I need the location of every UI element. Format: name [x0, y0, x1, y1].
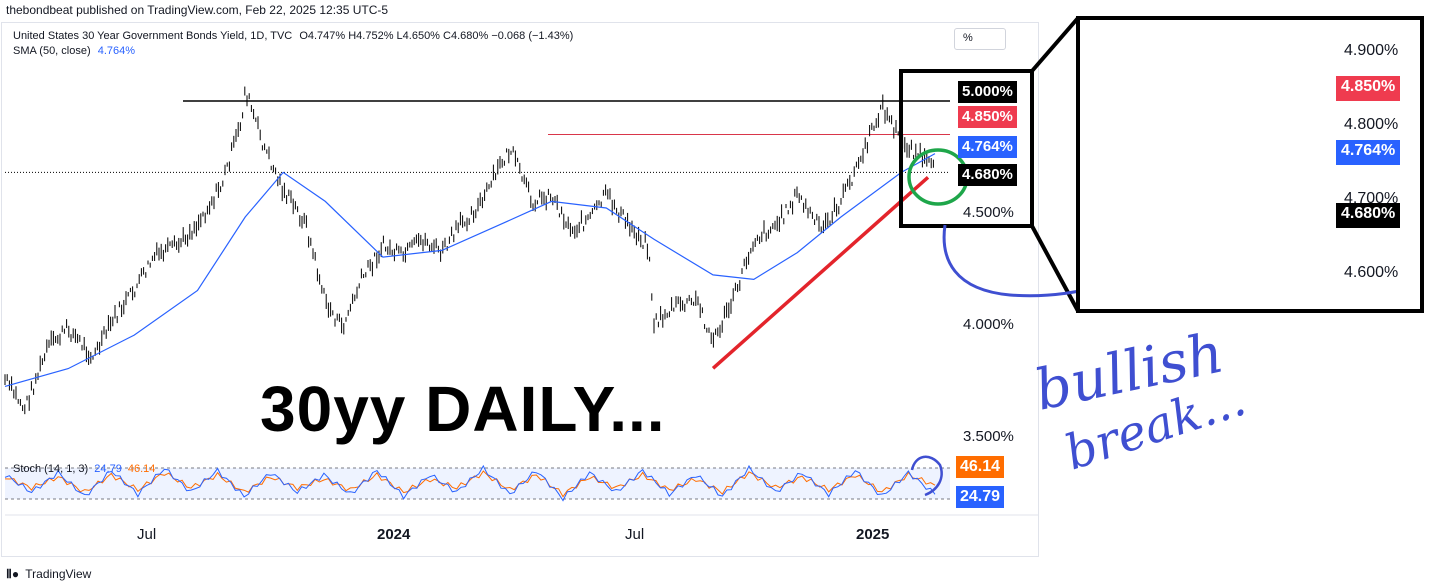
stoch-d-value: 46.14: [127, 463, 156, 475]
symbol-title: United States 30 Year Government Bonds Y…: [13, 30, 293, 42]
inset-y-tick: 4.800%: [1344, 116, 1399, 133]
x-tick-label: Jul: [137, 526, 157, 543]
sma-line: [4, 153, 936, 387]
chart-panel[interactable]: [1, 22, 1039, 557]
price-tag-last: 4.680%: [958, 164, 1017, 186]
inset-tag-4850: 4.850%: [1336, 76, 1401, 101]
inset-y-tick: 4.900%: [1344, 42, 1399, 59]
scale-percent-button[interactable]: %: [954, 28, 1006, 50]
x-tick-label: 2025: [856, 526, 890, 543]
stoch-k-tag: 24.79: [956, 486, 1005, 508]
inset-y-tick: 4.700%: [1344, 190, 1399, 207]
stoch-label: Stoch (14, 1, 3): [13, 463, 89, 475]
stoch-k-line: [4, 464, 936, 502]
y-tick-label: 4.000%: [963, 316, 1014, 333]
trendline: [711, 176, 930, 370]
annotation-title: 30yy DAILY...: [260, 373, 666, 445]
sma-legend: SMA (50, close) 4.764%: [13, 45, 135, 57]
inset-y-tick: 4.600%: [1344, 264, 1399, 281]
inset-tag-sma: 4.764%: [1336, 140, 1401, 165]
publisher-line: thebondbeat published on TradingView.com…: [6, 3, 389, 17]
x-tick-label: 2024: [377, 526, 411, 543]
zoom-connector-top: [1030, 16, 1080, 73]
symbol-legend: United States 30 Year Government Bonds Y…: [13, 30, 573, 42]
ohlc-values: O4.747% H4.752% L4.650% C4.680% −0.068 (…: [299, 30, 574, 42]
footer-brand[interactable]: Ⅱ● TradingView: [6, 567, 91, 581]
zoom-connector-bottom: [1030, 225, 1080, 312]
stoch-legend: Stoch (14, 1, 3) 24.79 46.14: [13, 463, 155, 475]
tradingview-logo-icon: Ⅱ●: [6, 567, 20, 581]
price-tag-resistance: 5.000%: [958, 81, 1017, 103]
sma-value: 4.764%: [97, 45, 136, 57]
stoch-k-value: 24.79: [94, 463, 122, 475]
sma-label: SMA (50, close): [13, 45, 91, 57]
inset-tag-last: 4.680%: [1336, 203, 1401, 228]
stoch-d-tag: 46.14: [956, 456, 1005, 478]
price-tag-4850: 4.850%: [958, 106, 1017, 128]
y-tick-label: 3.500%: [963, 428, 1014, 445]
stoch-band: [5, 468, 950, 499]
price-tag-sma: 4.764%: [958, 136, 1017, 158]
footer-brand-label: TradingView: [25, 567, 92, 581]
x-tick-label: Jul: [625, 526, 645, 543]
y-tick-label: 4.500%: [963, 204, 1014, 221]
hand-circle-stoch: [910, 455, 943, 497]
zoom-box: [899, 69, 1034, 228]
